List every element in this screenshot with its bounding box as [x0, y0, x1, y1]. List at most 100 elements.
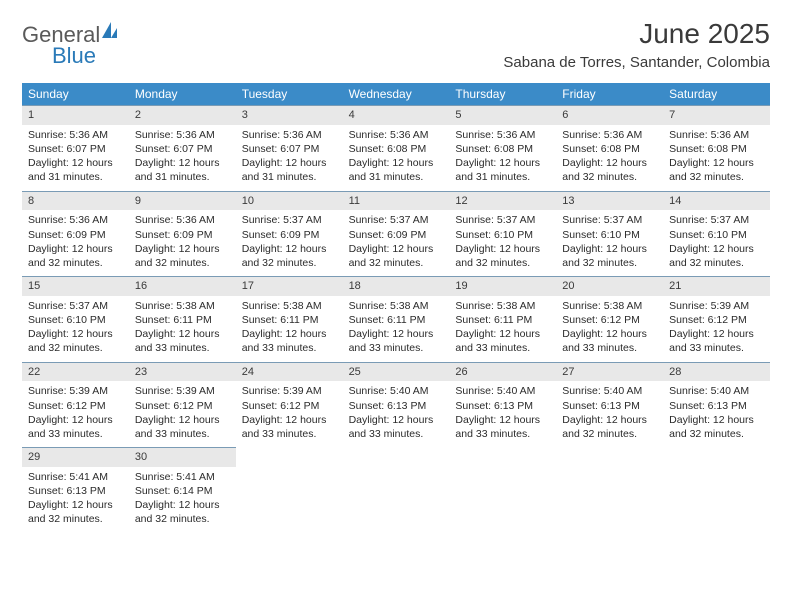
empty-cell [663, 447, 770, 533]
sunset-line: Sunset: 6:11 PM [455, 313, 550, 327]
daylight-line: Daylight: 12 hours and 33 minutes. [28, 413, 123, 441]
empty-cell [556, 447, 663, 533]
day-number: 17 [236, 277, 343, 296]
day-cell-7: 7Sunrise: 5:36 AMSunset: 6:08 PMDaylight… [663, 105, 770, 191]
title-block: June 2025 Sabana de Torres, Santander, C… [503, 18, 770, 71]
day-number: 23 [129, 363, 236, 382]
sunset-line: Sunset: 6:10 PM [455, 228, 550, 242]
daylight-line: Daylight: 12 hours and 31 minutes. [28, 156, 123, 184]
day-cell-9: 9Sunrise: 5:36 AMSunset: 6:09 PMDaylight… [129, 191, 236, 277]
sunrise-line: Sunrise: 5:40 AM [349, 384, 444, 398]
day-cell-14: 14 Sunrise: 5:37 AMSunset: 6:10 PMDayligh… [663, 191, 770, 277]
day-content: Sunrise: 5:38 AMSunset: 6:11 PMDaylight:… [449, 299, 556, 356]
day-content: Sunrise: 5:38 AMSunset: 6:11 PMDaylight:… [129, 299, 236, 356]
day-number: 5 [449, 106, 556, 125]
day-cell-17: 17 Sunrise: 5:38 AMSunset: 6:11 PMDayligh… [236, 276, 343, 362]
sunrise-line: Sunrise: 5:36 AM [562, 128, 657, 142]
day-cell-25: 25Sunrise: 5:40 AMSunset: 6:13 PMDayligh… [343, 362, 450, 448]
day-content: Sunrise: 5:40 AMSunset: 6:13 PMDaylight:… [556, 384, 663, 441]
day-content: Sunrise: 5:39 AMSunset: 6:12 PMDaylight:… [236, 384, 343, 441]
sunset-line: Sunset: 6:13 PM [669, 399, 764, 413]
sunrise-line: Sunrise: 5:37 AM [455, 213, 550, 227]
day-cell-2: 2Sunrise: 5:36 AMSunset: 6:07 PMDaylight… [129, 105, 236, 191]
sunset-line: Sunset: 6:13 PM [28, 484, 123, 498]
day-cell-6: 6Sunrise: 5:36 AMSunset: 6:08 PMDaylight… [556, 105, 663, 191]
daylight-line: Daylight: 12 hours and 32 minutes. [669, 413, 764, 441]
day-cell-13: 13Sunrise: 5:37 AMSunset: 6:10 PMDayligh… [556, 191, 663, 277]
sunset-line: Sunset: 6:08 PM [669, 142, 764, 156]
sunset-line: Sunset: 6:11 PM [349, 313, 444, 327]
weekday-header-saturday: Saturday [663, 83, 770, 105]
day-cell-30: 30Sunrise: 5:41 AMSunset: 6:14 PMDayligh… [129, 447, 236, 533]
day-number: 15 [22, 277, 129, 296]
day-cell-22: 22Sunrise: 5:39 AMSunset: 6:12 PMDayligh… [22, 362, 129, 448]
weekday-header-monday: Monday [129, 83, 236, 105]
day-cell-29: 29Sunrise: 5:41 AMSunset: 6:13 PMDayligh… [22, 447, 129, 533]
daylight-line: Daylight: 12 hours and 32 minutes. [669, 242, 764, 270]
sunset-line: Sunset: 6:10 PM [28, 313, 123, 327]
day-cell-12: 12Sunrise: 5:37 AMSunset: 6:10 PMDayligh… [449, 191, 556, 277]
day-cell-8: 8Sunrise: 5:36 AMSunset: 6:09 PMDaylight… [22, 191, 129, 277]
sunset-line: Sunset: 6:08 PM [455, 142, 550, 156]
sunset-line: Sunset: 6:12 PM [669, 313, 764, 327]
daylight-line: Daylight: 12 hours and 31 minutes. [349, 156, 444, 184]
sunset-line: Sunset: 6:13 PM [455, 399, 550, 413]
day-number: 28 [663, 363, 770, 382]
sunrise-line: Sunrise: 5:37 AM [28, 299, 123, 313]
day-number: 29 [22, 448, 129, 467]
daylight-line: Daylight: 12 hours and 33 minutes. [242, 327, 337, 355]
sunset-line: Sunset: 6:13 PM [349, 399, 444, 413]
daylight-line: Daylight: 12 hours and 33 minutes. [349, 413, 444, 441]
daylight-line: Daylight: 12 hours and 32 minutes. [242, 242, 337, 270]
day-content: Sunrise: 5:40 AMSunset: 6:13 PMDaylight:… [449, 384, 556, 441]
calendar-grid: 1Sunrise: 5:36 AMSunset: 6:07 PMDaylight… [22, 105, 770, 533]
day-content: Sunrise: 5:37 AMSunset: 6:09 PMDaylight:… [343, 213, 450, 270]
day-cell-28: 28 Sunrise: 5:40 AMSunset: 6:13 PMDayligh… [663, 362, 770, 448]
sunrise-line: Sunrise: 5:41 AM [28, 470, 123, 484]
sunset-line: Sunset: 6:09 PM [135, 228, 230, 242]
day-content: Sunrise: 5:36 AMSunset: 6:07 PMDaylight:… [236, 128, 343, 185]
sunset-line: Sunset: 6:12 PM [242, 399, 337, 413]
day-cell-3: 3Sunrise: 5:36 AMSunset: 6:07 PMDaylight… [236, 105, 343, 191]
daylight-line: Daylight: 12 hours and 33 minutes. [349, 327, 444, 355]
sunset-line: Sunset: 6:07 PM [28, 142, 123, 156]
sunrise-line: Sunrise: 5:40 AM [669, 384, 764, 398]
daylight-line: Daylight: 12 hours and 32 minutes. [669, 156, 764, 184]
day-number: 19 [449, 277, 556, 296]
empty-cell [236, 447, 343, 533]
sunrise-line: Sunrise: 5:36 AM [455, 128, 550, 142]
day-content: Sunrise: 5:36 AMSunset: 6:09 PMDaylight:… [22, 213, 129, 270]
sunrise-line: Sunrise: 5:37 AM [669, 213, 764, 227]
sunset-line: Sunset: 6:13 PM [562, 399, 657, 413]
sunset-line: Sunset: 6:07 PM [242, 142, 337, 156]
day-number: 14 [663, 192, 770, 211]
day-cell-11: 11Sunrise: 5:37 AMSunset: 6:09 PMDayligh… [343, 191, 450, 277]
sunrise-line: Sunrise: 5:36 AM [135, 213, 230, 227]
sunrise-line: Sunrise: 5:40 AM [455, 384, 550, 398]
day-content: Sunrise: 5:37 AMSunset: 6:10 PMDaylight:… [663, 213, 770, 270]
daylight-line: Daylight: 12 hours and 32 minutes. [562, 242, 657, 270]
day-content: Sunrise: 5:38 AMSunset: 6:11 PMDaylight:… [236, 299, 343, 356]
daylight-line: Daylight: 12 hours and 32 minutes. [455, 242, 550, 270]
sunset-line: Sunset: 6:11 PM [135, 313, 230, 327]
day-number: 26 [449, 363, 556, 382]
sunrise-line: Sunrise: 5:37 AM [242, 213, 337, 227]
day-content: Sunrise: 5:36 AMSunset: 6:08 PMDaylight:… [343, 128, 450, 185]
day-cell-27: 27Sunrise: 5:40 AMSunset: 6:13 PMDayligh… [556, 362, 663, 448]
weekday-header-wednesday: Wednesday [343, 83, 450, 105]
sunrise-line: Sunrise: 5:38 AM [349, 299, 444, 313]
daylight-line: Daylight: 12 hours and 33 minutes. [455, 327, 550, 355]
daylight-line: Daylight: 12 hours and 33 minutes. [135, 413, 230, 441]
sunset-line: Sunset: 6:12 PM [562, 313, 657, 327]
daylight-line: Daylight: 12 hours and 32 minutes. [349, 242, 444, 270]
day-content: Sunrise: 5:38 AMSunset: 6:12 PMDaylight:… [556, 299, 663, 356]
weekday-header-thursday: Thursday [449, 83, 556, 105]
day-cell-21: 21Sunrise: 5:39 AMSunset: 6:12 PMDayligh… [663, 276, 770, 362]
page-header: General Blue June 2025 Sabana de Torres,… [22, 18, 770, 71]
sunrise-line: Sunrise: 5:39 AM [28, 384, 123, 398]
day-cell-1: 1Sunrise: 5:36 AMSunset: 6:07 PMDaylight… [22, 105, 129, 191]
daylight-line: Daylight: 12 hours and 33 minutes. [669, 327, 764, 355]
day-cell-19: 19 Sunrise: 5:38 AMSunset: 6:11 PMDayligh… [449, 276, 556, 362]
day-content: Sunrise: 5:36 AMSunset: 6:08 PMDaylight:… [449, 128, 556, 185]
daylight-line: Daylight: 12 hours and 32 minutes. [562, 413, 657, 441]
